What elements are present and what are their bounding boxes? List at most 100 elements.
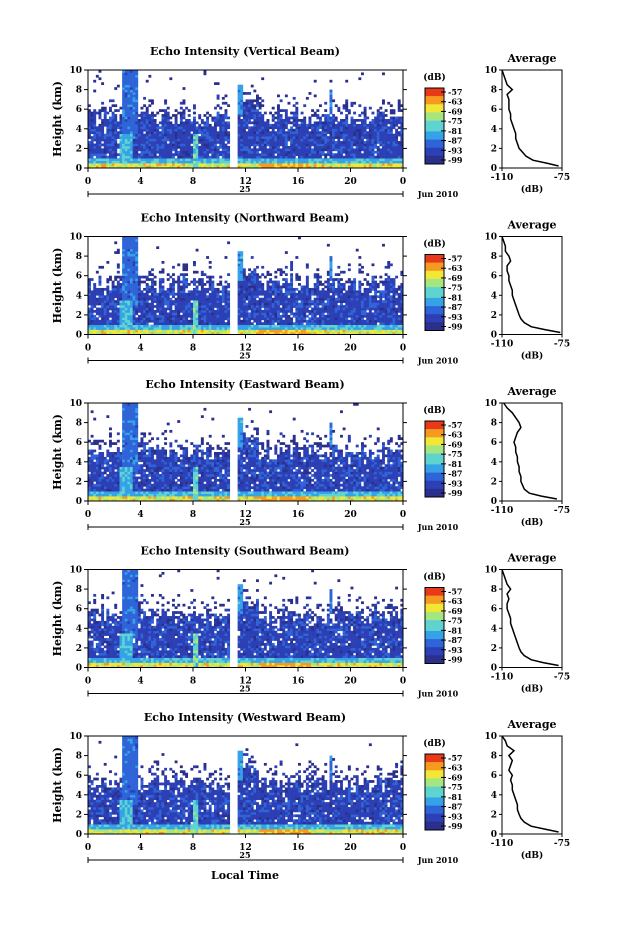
date-number: 25	[239, 517, 250, 527]
colorbar-segment	[425, 628, 444, 632]
colorbar-segment	[425, 112, 444, 116]
profile-x-tick-label-left: -110	[491, 340, 514, 350]
profile-y-tick-label: 0	[491, 497, 497, 507]
profile-xlabel: (dB)	[521, 684, 543, 695]
x-tick-label: 4	[137, 843, 143, 853]
profile-y-tick-label: 6	[491, 272, 497, 282]
x-tick-label: 8	[190, 344, 196, 354]
y-tick-label: 4	[76, 791, 82, 801]
colorbar-segment	[425, 464, 444, 468]
colorbar-frame	[424, 587, 445, 664]
colorbar-tick-label: -69	[448, 772, 463, 782]
profile-y-tick-label: 0	[491, 664, 497, 674]
colorbar-segment	[425, 480, 444, 484]
colorbar-segment	[425, 475, 444, 479]
profile-x-tick-label-right: -75	[554, 173, 570, 183]
colorbar-segment	[425, 314, 444, 318]
y-tick-label: 2	[76, 644, 82, 654]
colorbar-segment	[425, 128, 444, 132]
profile-y-tick-label: 4	[491, 791, 497, 801]
panel-3: Echo Intensity (Eastward Beam) 0 2 4 6 8 10 Hei…	[51, 378, 570, 532]
colorbar-segment	[425, 775, 444, 779]
colorbar-segment	[425, 598, 444, 602]
profile-y-tick-label: 10	[484, 66, 497, 76]
date-label: Jun 2010	[417, 522, 459, 532]
colorbar-segment	[425, 120, 444, 124]
date-number: 25	[239, 184, 250, 194]
x-tick-label: 20	[344, 677, 357, 687]
profile-xlabel: (dB)	[521, 850, 543, 861]
colorbar-segment	[425, 622, 444, 626]
y-tick-label: 8	[76, 419, 82, 429]
x-tick-label: 0	[85, 344, 91, 354]
colorbar-segment	[425, 131, 444, 135]
colorbar-segment	[425, 630, 444, 634]
colorbar-segment	[425, 617, 444, 621]
colorbar-segment	[425, 142, 444, 146]
colorbar-unit: (dB)	[423, 239, 445, 250]
colorbar-segment	[425, 827, 444, 831]
colorbar-segment	[425, 303, 444, 307]
x-tick-label: 12	[239, 177, 252, 187]
colorbar-segment	[425, 300, 444, 304]
colorbar-segment	[425, 754, 444, 758]
colorbar-tick-label: -81	[448, 292, 462, 302]
colorbar-segment	[425, 322, 444, 326]
colorbar-unit: (dB)	[423, 738, 445, 749]
colorbar-segment	[425, 456, 444, 460]
colorbar-segment	[425, 601, 444, 605]
profile-line	[503, 402, 558, 500]
colorbar-tick-label: -63	[448, 263, 463, 273]
colorbar-segment	[425, 273, 444, 277]
heatmap-cells	[88, 403, 404, 502]
colorbar-segment	[425, 327, 444, 331]
colorbar-unit: (dB)	[423, 72, 445, 83]
colorbar-segment	[425, 459, 444, 463]
colorbar-frame	[424, 420, 445, 498]
profile-y-tick-label: 4	[491, 291, 497, 301]
colorbar-segment	[425, 117, 444, 121]
x-tick-label: 0	[400, 510, 406, 520]
heatmap-ylabel: Height (km)	[51, 747, 64, 823]
colorbar-segment	[425, 281, 444, 285]
colorbar-tick-label: -93	[448, 645, 463, 655]
x-tick-label: 0	[85, 677, 91, 687]
x-tick-label: 16	[292, 677, 305, 687]
y-tick-label: 8	[76, 86, 82, 96]
colorbar-segment	[425, 126, 444, 130]
profile-y-tick-label: 0	[491, 830, 497, 840]
colorbar-segment	[425, 297, 444, 301]
y-tick-label: 6	[76, 105, 82, 115]
profile-title: Average	[506, 52, 556, 65]
colorbar-tick-label: -93	[448, 811, 463, 821]
colorbar-tick-label: -75	[448, 782, 462, 792]
colorbar-unit: (dB)	[423, 572, 445, 583]
panel-4: Echo Intensity (Southward Beam) 0 2 4 6 8 10 He…	[51, 545, 570, 699]
colorbar-segment	[425, 469, 444, 473]
colorbar-segment	[425, 770, 444, 774]
x-tick-label: 0	[85, 510, 91, 520]
colorbar-tick-label: -63	[448, 763, 463, 773]
local-time-label: Local Time	[211, 869, 279, 882]
x-tick-label: 20	[344, 344, 357, 354]
colorbar-segment	[425, 611, 444, 615]
profile-xlabel: (dB)	[521, 351, 543, 362]
colorbar-segment	[425, 756, 444, 760]
colorbar-segment	[425, 257, 444, 261]
heatmap-title: Echo Intensity (Eastward Beam)	[145, 378, 344, 391]
colorbar-segment	[425, 816, 444, 820]
colorbar-segment	[425, 781, 444, 785]
profile-frame	[501, 402, 563, 502]
colorbar-tick-label: -63	[448, 97, 463, 107]
colorbar-segment	[425, 88, 444, 92]
y-tick-label: 10	[69, 566, 82, 576]
profile-x-tick-label-right: -75	[554, 340, 570, 350]
colorbar-segment	[425, 311, 444, 315]
date-label: Jun 2010	[417, 855, 459, 865]
colorbar-segment	[425, 773, 444, 777]
colorbar-segment	[425, 254, 444, 258]
colorbar-segment	[425, 292, 444, 296]
colorbar-tick-label: -69	[448, 606, 463, 616]
colorbar-segment	[425, 759, 444, 763]
colorbar-segment	[425, 437, 444, 441]
